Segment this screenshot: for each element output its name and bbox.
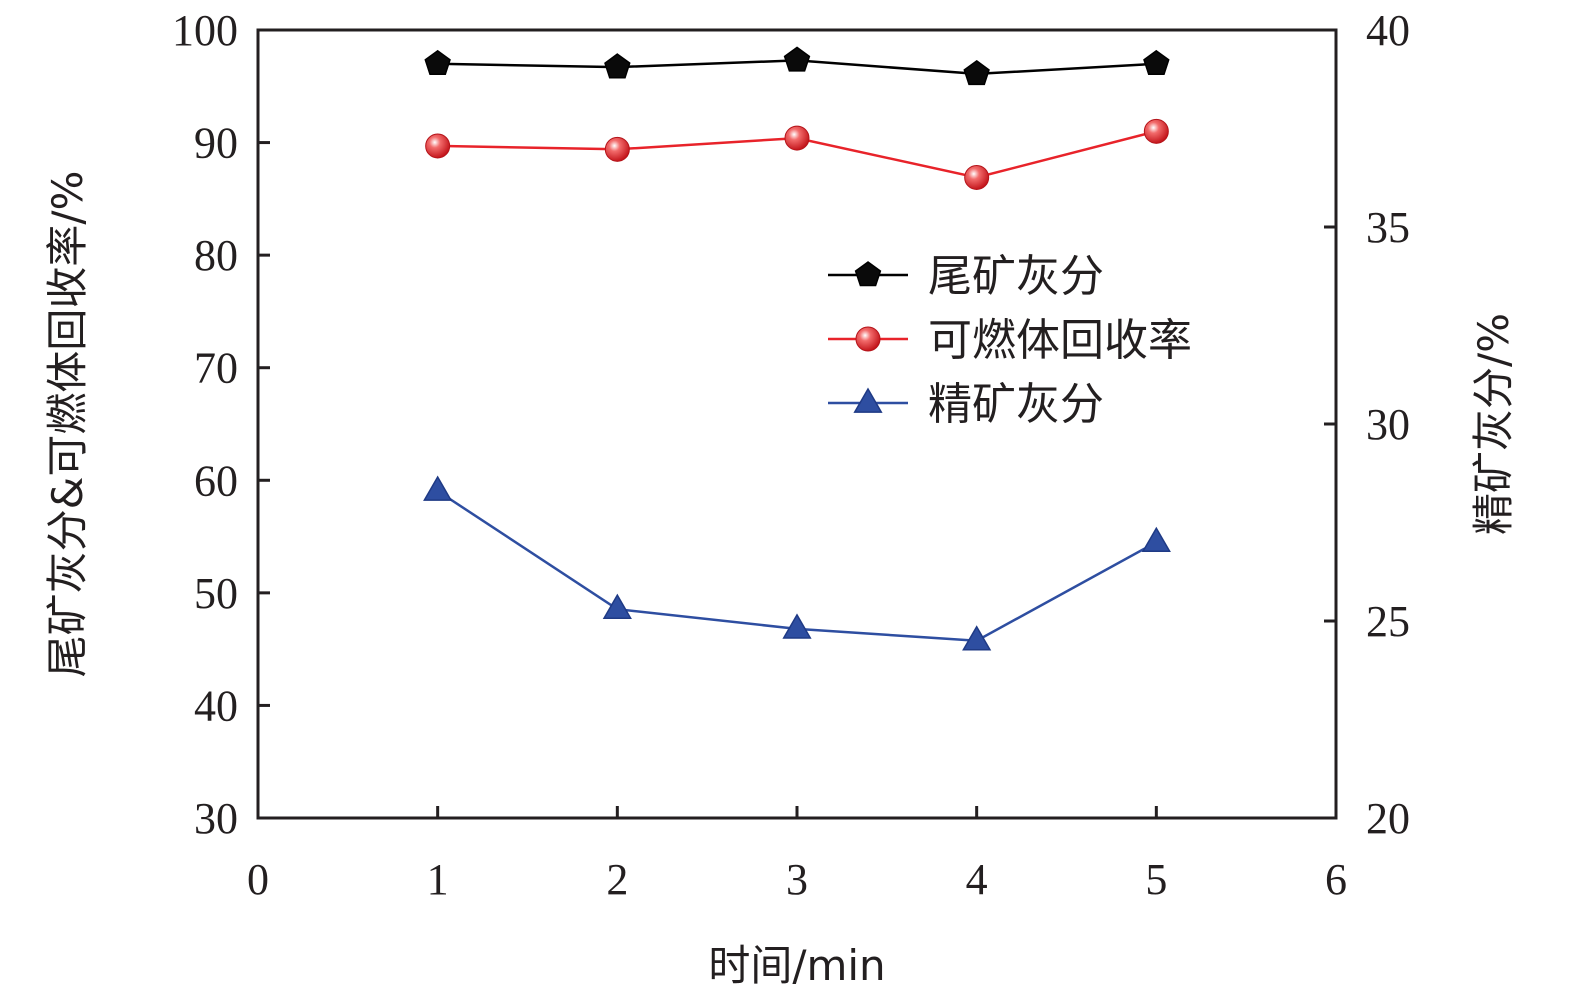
series-1-point: [783, 46, 811, 72]
series-3-point: [1141, 526, 1171, 553]
series-3-point: [602, 593, 632, 620]
series-2-point: [604, 136, 630, 162]
y-left-tick-label: 50: [194, 569, 238, 618]
series-2-point: [964, 164, 990, 190]
x-axis-title: 时间/min: [708, 941, 885, 990]
series-3-point: [962, 625, 992, 651]
y-right-tick-label: 30: [1366, 400, 1410, 449]
series-1-point: [1143, 49, 1170, 76]
series-1-point: [963, 59, 990, 86]
series-2-point: [784, 125, 810, 151]
y-right-axis-title: 精矿灰分/%: [1469, 313, 1518, 535]
legend-marker-3: [853, 387, 883, 413]
y-left-tick-label: 70: [194, 344, 238, 393]
legend-label-1: 尾矿灰分: [928, 251, 1104, 302]
x-tick-label: 2: [606, 855, 628, 904]
x-tick-label: 4: [966, 855, 988, 904]
y-right-tick-label: 25: [1366, 597, 1410, 646]
y-left-tick-label: 90: [194, 119, 238, 168]
series-1-point: [604, 53, 631, 79]
axes-layer: 0 1 2 3 4 5 6 30 40 50 60 70 80 90 100 20 25 30 35 40 时间/min…: [43, 6, 1518, 990]
x-tick-label: 5: [1145, 855, 1167, 904]
y-left-axis-title: 尾矿灰分&可燃体回收率/%: [43, 171, 92, 678]
x-tick-label: 0: [247, 855, 269, 904]
y-left-tick-label: 40: [194, 681, 238, 730]
x-tick-label: 1: [427, 855, 449, 904]
y-right-tick-label: 35: [1366, 203, 1410, 252]
legend-label-2: 可燃体回收率: [928, 315, 1192, 366]
x-tick-label: 6: [1325, 855, 1347, 904]
y-left-tick-label: 60: [194, 456, 238, 505]
series-layer: [423, 46, 1171, 651]
series-3-point: [423, 475, 453, 501]
series-2-point: [1143, 118, 1169, 144]
series-1-point: [424, 49, 451, 76]
y-left-tick-label: 30: [194, 794, 238, 843]
y-left-tick-label: 80: [194, 231, 238, 280]
x-tick-label: 3: [786, 855, 808, 904]
y-left-tick-label: 100: [172, 6, 238, 55]
y-right-tick-label: 40: [1366, 6, 1410, 55]
legend-label-3: 精矿灰分: [928, 379, 1104, 430]
series-3-point: [782, 613, 812, 639]
series-2-point: [425, 133, 451, 159]
legend-marker-2: [855, 326, 881, 352]
legend-marker-1: [854, 261, 882, 287]
y-right-tick-label: 20: [1366, 794, 1410, 843]
